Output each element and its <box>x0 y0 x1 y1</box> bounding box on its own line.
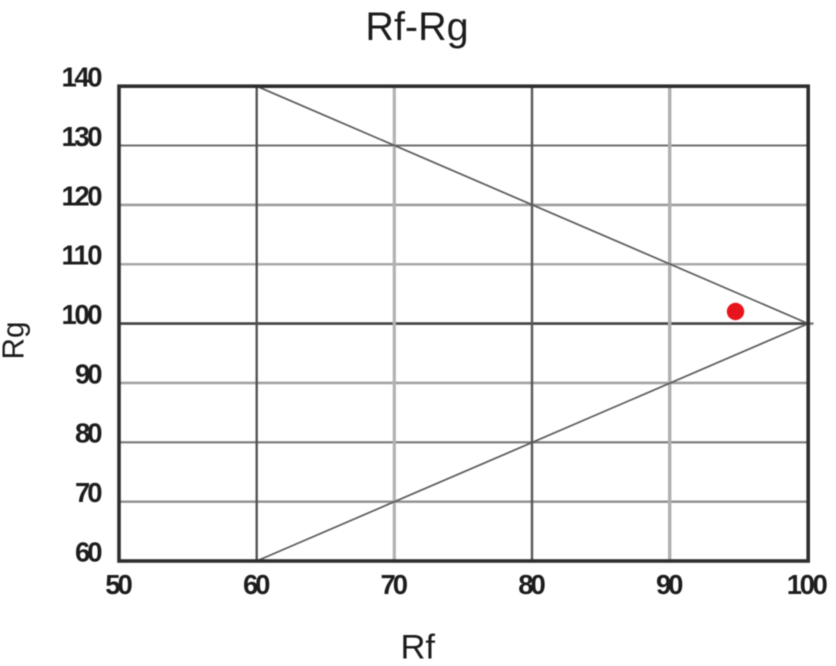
svg-text:70: 70 <box>75 477 103 508</box>
svg-text:90: 90 <box>75 358 103 389</box>
svg-text:Rf: Rf <box>400 629 435 666</box>
svg-text:100: 100 <box>787 569 828 600</box>
svg-text:Rf-Rg: Rf-Rg <box>365 5 468 49</box>
svg-text:80: 80 <box>518 569 546 600</box>
svg-text:120: 120 <box>62 180 103 211</box>
svg-text:50: 50 <box>105 569 133 600</box>
svg-text:110: 110 <box>62 240 103 271</box>
svg-text:70: 70 <box>381 569 409 600</box>
svg-text:100: 100 <box>62 299 103 330</box>
svg-text:60: 60 <box>243 569 271 600</box>
svg-text:140: 140 <box>62 62 103 93</box>
svg-text:90: 90 <box>656 569 684 600</box>
svg-text:130: 130 <box>62 121 103 152</box>
svg-text:80: 80 <box>75 418 103 449</box>
svg-text:Rg: Rg <box>0 322 31 360</box>
svg-text:60: 60 <box>75 536 103 567</box>
